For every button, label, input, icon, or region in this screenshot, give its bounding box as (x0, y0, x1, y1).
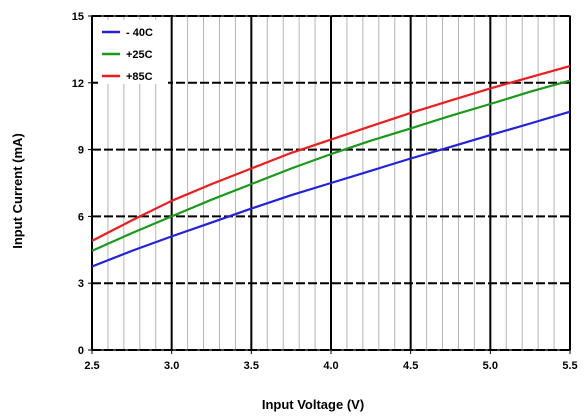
y-axis-ticks: 0 3 6 9 12 15 (72, 11, 92, 357)
series-line-1 (91, 79, 571, 252)
x-tick-label: 5.0 (483, 360, 498, 372)
legend-label: +25C (126, 49, 153, 61)
legend-label: +85C (126, 71, 153, 83)
series-line-2 (91, 65, 571, 242)
x-tick-label: 4.0 (323, 360, 338, 372)
series-line-0 (91, 110, 571, 268)
legend: - 40C +25C +85C (98, 20, 168, 84)
y-tick-label: 9 (78, 145, 84, 157)
y-axis-title: Input Current (mA) (10, 133, 25, 249)
x-tick-label: 2.5 (84, 360, 99, 372)
series-lines (91, 65, 571, 268)
x-tick-label: 4.5 (403, 360, 418, 372)
x-tick-label: 3.0 (164, 360, 179, 372)
x-axis-title: Input Voltage (V) (262, 397, 364, 412)
y-tick-label: 0 (78, 345, 84, 357)
legend-label: - 40C (126, 27, 153, 39)
y-tick-label: 6 (78, 211, 84, 223)
x-tick-label: 3.5 (244, 360, 259, 372)
y-tick-label: 3 (78, 278, 84, 290)
y-tick-label: 12 (72, 78, 84, 90)
legend-box (98, 20, 168, 84)
y-tick-label: 15 (72, 11, 84, 23)
x-tick-label: 5.5 (562, 360, 577, 372)
x-axis-ticks: 2.5 3.0 3.5 4.0 4.5 5.0 5.5 (84, 350, 578, 372)
